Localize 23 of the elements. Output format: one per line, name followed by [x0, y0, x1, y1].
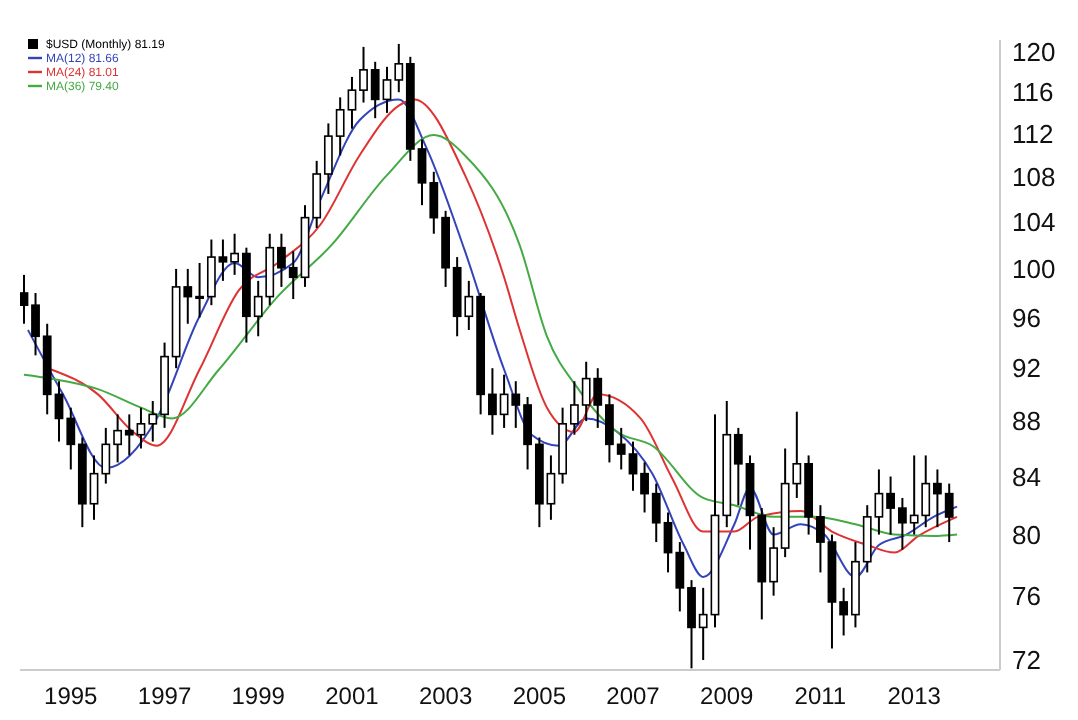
y-tick-label: 108	[1012, 162, 1056, 193]
y-tick-label: 76	[1012, 580, 1041, 611]
y-tick-label: 112	[1012, 119, 1054, 150]
x-tick-label: 1997	[137, 682, 192, 710]
y-tick-label: 84	[1012, 461, 1041, 492]
x-tick-label: 2005	[512, 682, 567, 710]
x-tick-label: 2007	[606, 682, 661, 710]
y-tick-label: 92	[1012, 353, 1041, 384]
y-tick-label: 88	[1012, 406, 1041, 437]
x-tick-label: 2013	[887, 682, 942, 710]
y-tick-label: 116	[1012, 77, 1054, 108]
y-tick-label: 100	[1012, 254, 1056, 285]
y-tick-label: 80	[1012, 519, 1041, 550]
x-tick-label: 1995	[44, 682, 99, 710]
x-tick-label: 2001	[325, 682, 380, 710]
y-tick-label: 72	[1012, 645, 1041, 676]
y-tick-label: 120	[1012, 36, 1056, 67]
x-tick-label: 2011	[794, 682, 847, 710]
x-tick-label: 2009	[700, 682, 755, 710]
y-tick-label: 96	[1012, 302, 1041, 333]
x-tick-label: 1999	[231, 682, 286, 710]
x-tick-label: 2003	[418, 682, 473, 710]
y-tick-label: 104	[1012, 207, 1056, 238]
